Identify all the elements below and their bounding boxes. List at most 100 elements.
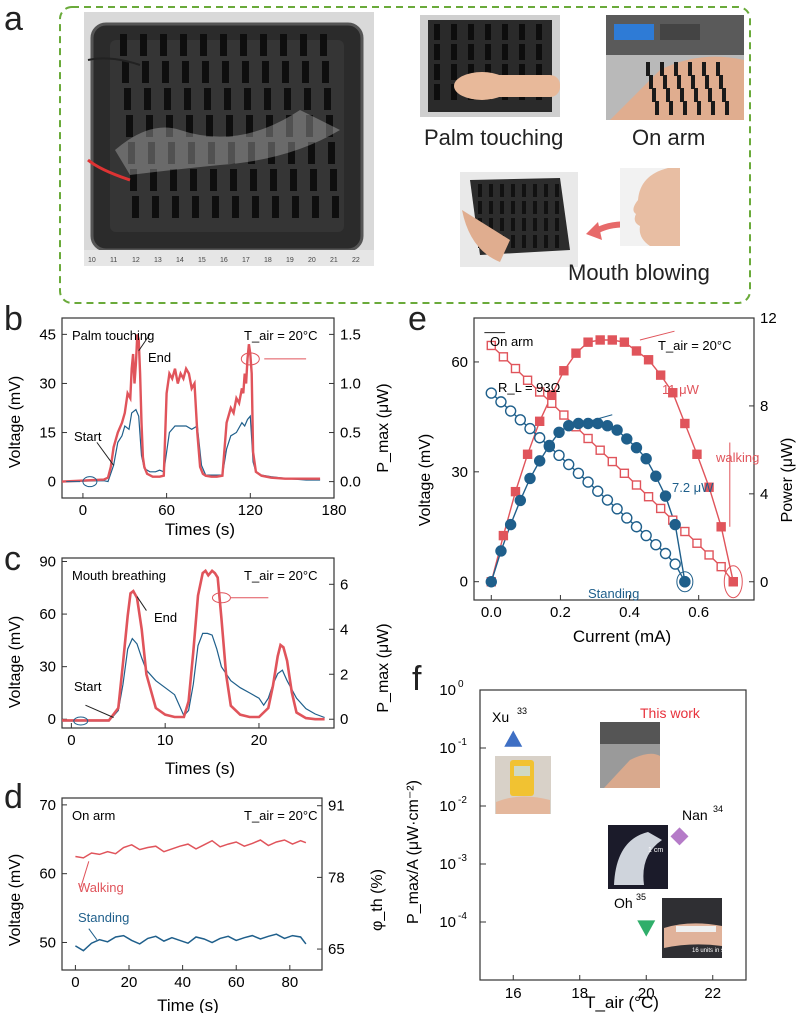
e-point (704, 550, 714, 560)
f-xlabel: T_air (°C) (585, 993, 659, 1012)
fin (502, 44, 508, 60)
x-tick-label: 0.4 (619, 604, 640, 621)
f-point-Oh (637, 920, 656, 937)
f-point-Xu (504, 730, 523, 747)
b-y2label: P_max (μW) (375, 383, 392, 472)
fin (288, 142, 295, 164)
y-tick-label: 30 (39, 659, 56, 676)
fin (192, 196, 199, 218)
panel-c-letter: c (4, 540, 21, 578)
e-point (559, 410, 569, 420)
y-tick-label: 90 (39, 554, 56, 571)
e-point (650, 538, 662, 551)
fin (544, 201, 548, 214)
fin (180, 34, 187, 56)
fin (210, 169, 217, 191)
f-y-tick-exp: -4 (458, 911, 467, 922)
fin (312, 196, 319, 218)
y-tick-label: 15 (39, 425, 56, 442)
fin (536, 64, 542, 80)
e-point (619, 468, 630, 478)
fin (500, 218, 504, 231)
e-point (553, 426, 565, 438)
fin (511, 201, 515, 214)
c-right-marker (211, 592, 231, 604)
e-point (643, 492, 654, 502)
fin (663, 75, 667, 89)
f-y-tick-label: 10 (439, 798, 456, 815)
fin (282, 61, 289, 83)
x-tick-label: 60 (228, 974, 245, 991)
e-plot-frame (473, 317, 755, 601)
fin (500, 184, 504, 197)
e-point (485, 387, 497, 399)
f-ref-xu: 33 (517, 706, 527, 716)
fin (322, 61, 329, 83)
fin (697, 101, 701, 115)
c-start-label: Start (74, 679, 102, 694)
x-tick-label: 80 (281, 974, 298, 991)
e-point (524, 472, 536, 485)
e-point (510, 486, 521, 497)
d-ylabel: Voltage (mV) (7, 854, 24, 946)
fin (280, 34, 287, 56)
fin (230, 169, 237, 191)
d-walking-label: Walking (78, 880, 124, 895)
f-x-tick-label: 22 (704, 985, 721, 1002)
fin (434, 44, 440, 60)
fin (326, 115, 333, 137)
ruler (84, 250, 374, 266)
fin (182, 61, 189, 83)
fin (489, 201, 493, 214)
e-7uw-label: 7.2 μW (672, 480, 714, 495)
fin (200, 34, 207, 56)
fin (702, 62, 706, 76)
c-xlabel: Times (s) (165, 759, 235, 778)
fin (204, 88, 211, 110)
ruler-tick-label: 15 (198, 257, 206, 264)
d-title: On arm (72, 808, 115, 823)
b-start-pointer (96, 442, 115, 466)
fin (485, 24, 491, 40)
fin (666, 88, 670, 102)
x-tick-label: 0 (67, 732, 75, 749)
fin (674, 62, 678, 76)
e-point (514, 414, 527, 426)
fin (522, 235, 526, 248)
x-tick-label: 120 (238, 502, 263, 519)
e-point (563, 420, 575, 432)
x-tick-label: 10 (157, 732, 174, 749)
fin (152, 196, 159, 218)
fin (250, 169, 257, 191)
fin (330, 169, 337, 191)
y2-tick-label: 2 (340, 666, 348, 683)
e-point (643, 355, 654, 365)
e-point (559, 366, 569, 376)
fin (722, 88, 726, 102)
f-y-tick-exp: -3 (458, 853, 467, 864)
fin (232, 196, 239, 218)
fin (224, 88, 231, 110)
c-plot-series-0 (62, 632, 325, 722)
y2-tick-label: 91 (328, 798, 345, 815)
panel-b-chart: 0 60 120 180 0 15 30 45 0.0 0.5 1.0 1.5 Palm touchi… (7, 317, 392, 539)
e-point (595, 445, 605, 455)
b-end-pointer (138, 334, 151, 352)
fin (468, 44, 474, 60)
fin (716, 62, 720, 76)
e-point (607, 456, 617, 467)
fin (126, 115, 133, 137)
b-plot-series-1 (61, 334, 321, 483)
ruler-tick-label: 18 (264, 257, 272, 264)
fin (252, 196, 259, 218)
y-tick-label: 30 (451, 464, 468, 481)
e-point (680, 526, 690, 537)
e-point (659, 547, 672, 560)
x-tick-label: 0.2 (550, 604, 571, 621)
e-point (533, 455, 546, 467)
fin (246, 115, 253, 137)
fin (451, 84, 457, 100)
ruler-tick-label: 22 (352, 257, 360, 264)
e-point (704, 482, 714, 492)
e-point (498, 352, 509, 362)
